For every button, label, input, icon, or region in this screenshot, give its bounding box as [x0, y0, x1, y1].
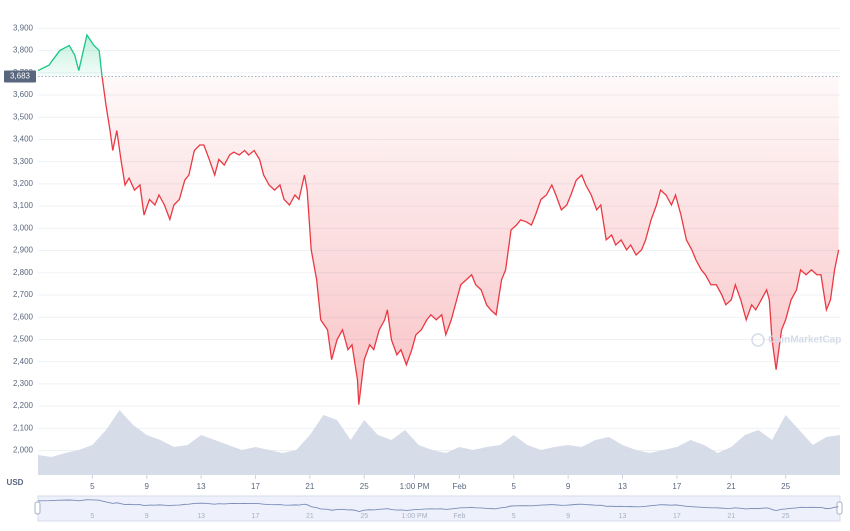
- x-tick-label: 25: [360, 482, 369, 491]
- navigator-line: [37, 499, 839, 513]
- x-tick-label: 13: [618, 482, 627, 491]
- navigator-tick-label: 21: [306, 513, 314, 520]
- navigator-tick-label: 9: [566, 513, 570, 520]
- navigator-tick-label: Feb: [453, 513, 465, 520]
- x-tick-label: 9: [145, 482, 150, 491]
- volume-area: [38, 410, 840, 475]
- x-tick-label: 17: [672, 482, 681, 491]
- navigator-tick-label: 17: [252, 513, 260, 520]
- y-tick-label: 3,500: [13, 112, 34, 121]
- reference-label-box: [4, 70, 36, 83]
- x-tick-label: 13: [197, 482, 206, 491]
- navigator-tick-label: 9: [145, 513, 149, 520]
- x-tick-label: 17: [251, 482, 260, 491]
- x-tick-label: Feb: [452, 482, 466, 491]
- navigator-tick-label: 5: [512, 513, 516, 520]
- x-tick-label: 9: [566, 482, 571, 491]
- y-tick-label: 3,000: [13, 223, 34, 232]
- navigator-tick-label: 1:00 PM: [401, 513, 427, 520]
- navigator-tick-label: 25: [360, 513, 368, 520]
- navigator-tick-label: 25: [782, 513, 790, 520]
- y-tick-label: 3,100: [13, 201, 34, 210]
- x-tick-label: 21: [727, 482, 736, 491]
- y-tick-label: 3,300: [13, 157, 34, 166]
- y-tick-label: 3,400: [13, 135, 34, 144]
- y-tick-label: 2,300: [13, 379, 34, 388]
- reference-label: 3,683: [10, 72, 31, 81]
- axis-label: USD: [7, 478, 24, 487]
- area-above: [38, 35, 103, 77]
- y-tick-label: 2,500: [13, 335, 34, 344]
- navigator-tick-label: 13: [197, 513, 205, 520]
- navigator-tick-label: 17: [673, 513, 681, 520]
- y-tick-label: 2,900: [13, 246, 34, 255]
- navigator-tick-label: 21: [727, 513, 735, 520]
- y-tick-label: 2,600: [13, 312, 34, 321]
- x-tick-label: 21: [305, 482, 314, 491]
- navigator-handle[interactable]: [836, 501, 843, 515]
- y-tick-label: 3,600: [13, 90, 34, 99]
- navigator-tick-label: 13: [619, 513, 627, 520]
- y-tick-label: 2,700: [13, 290, 34, 299]
- y-tick-label: 3,200: [13, 179, 34, 188]
- y-tick-label: 2,800: [13, 268, 34, 277]
- area-below: [38, 76, 839, 405]
- x-tick-label: 5: [90, 482, 95, 491]
- y-tick-label: 3,900: [13, 23, 34, 32]
- y-tick-label: 2,200: [13, 401, 34, 410]
- y-tick-label: 2,400: [13, 357, 34, 366]
- navigator-tick-label: 5: [90, 513, 94, 520]
- x-tick-label: 1:00 PM: [400, 482, 430, 491]
- y-tick-label: 3,800: [13, 46, 34, 55]
- x-tick-label: 5: [512, 482, 517, 491]
- price-line: [101, 76, 840, 405]
- x-tick-label: 25: [781, 482, 790, 491]
- y-tick-label: 2,100: [13, 423, 34, 432]
- watermark: CoinMarketCap: [768, 335, 841, 346]
- navigator-handle[interactable]: [34, 501, 41, 515]
- watermark-logo: [751, 333, 765, 347]
- y-tick-label: 2,000: [13, 446, 34, 455]
